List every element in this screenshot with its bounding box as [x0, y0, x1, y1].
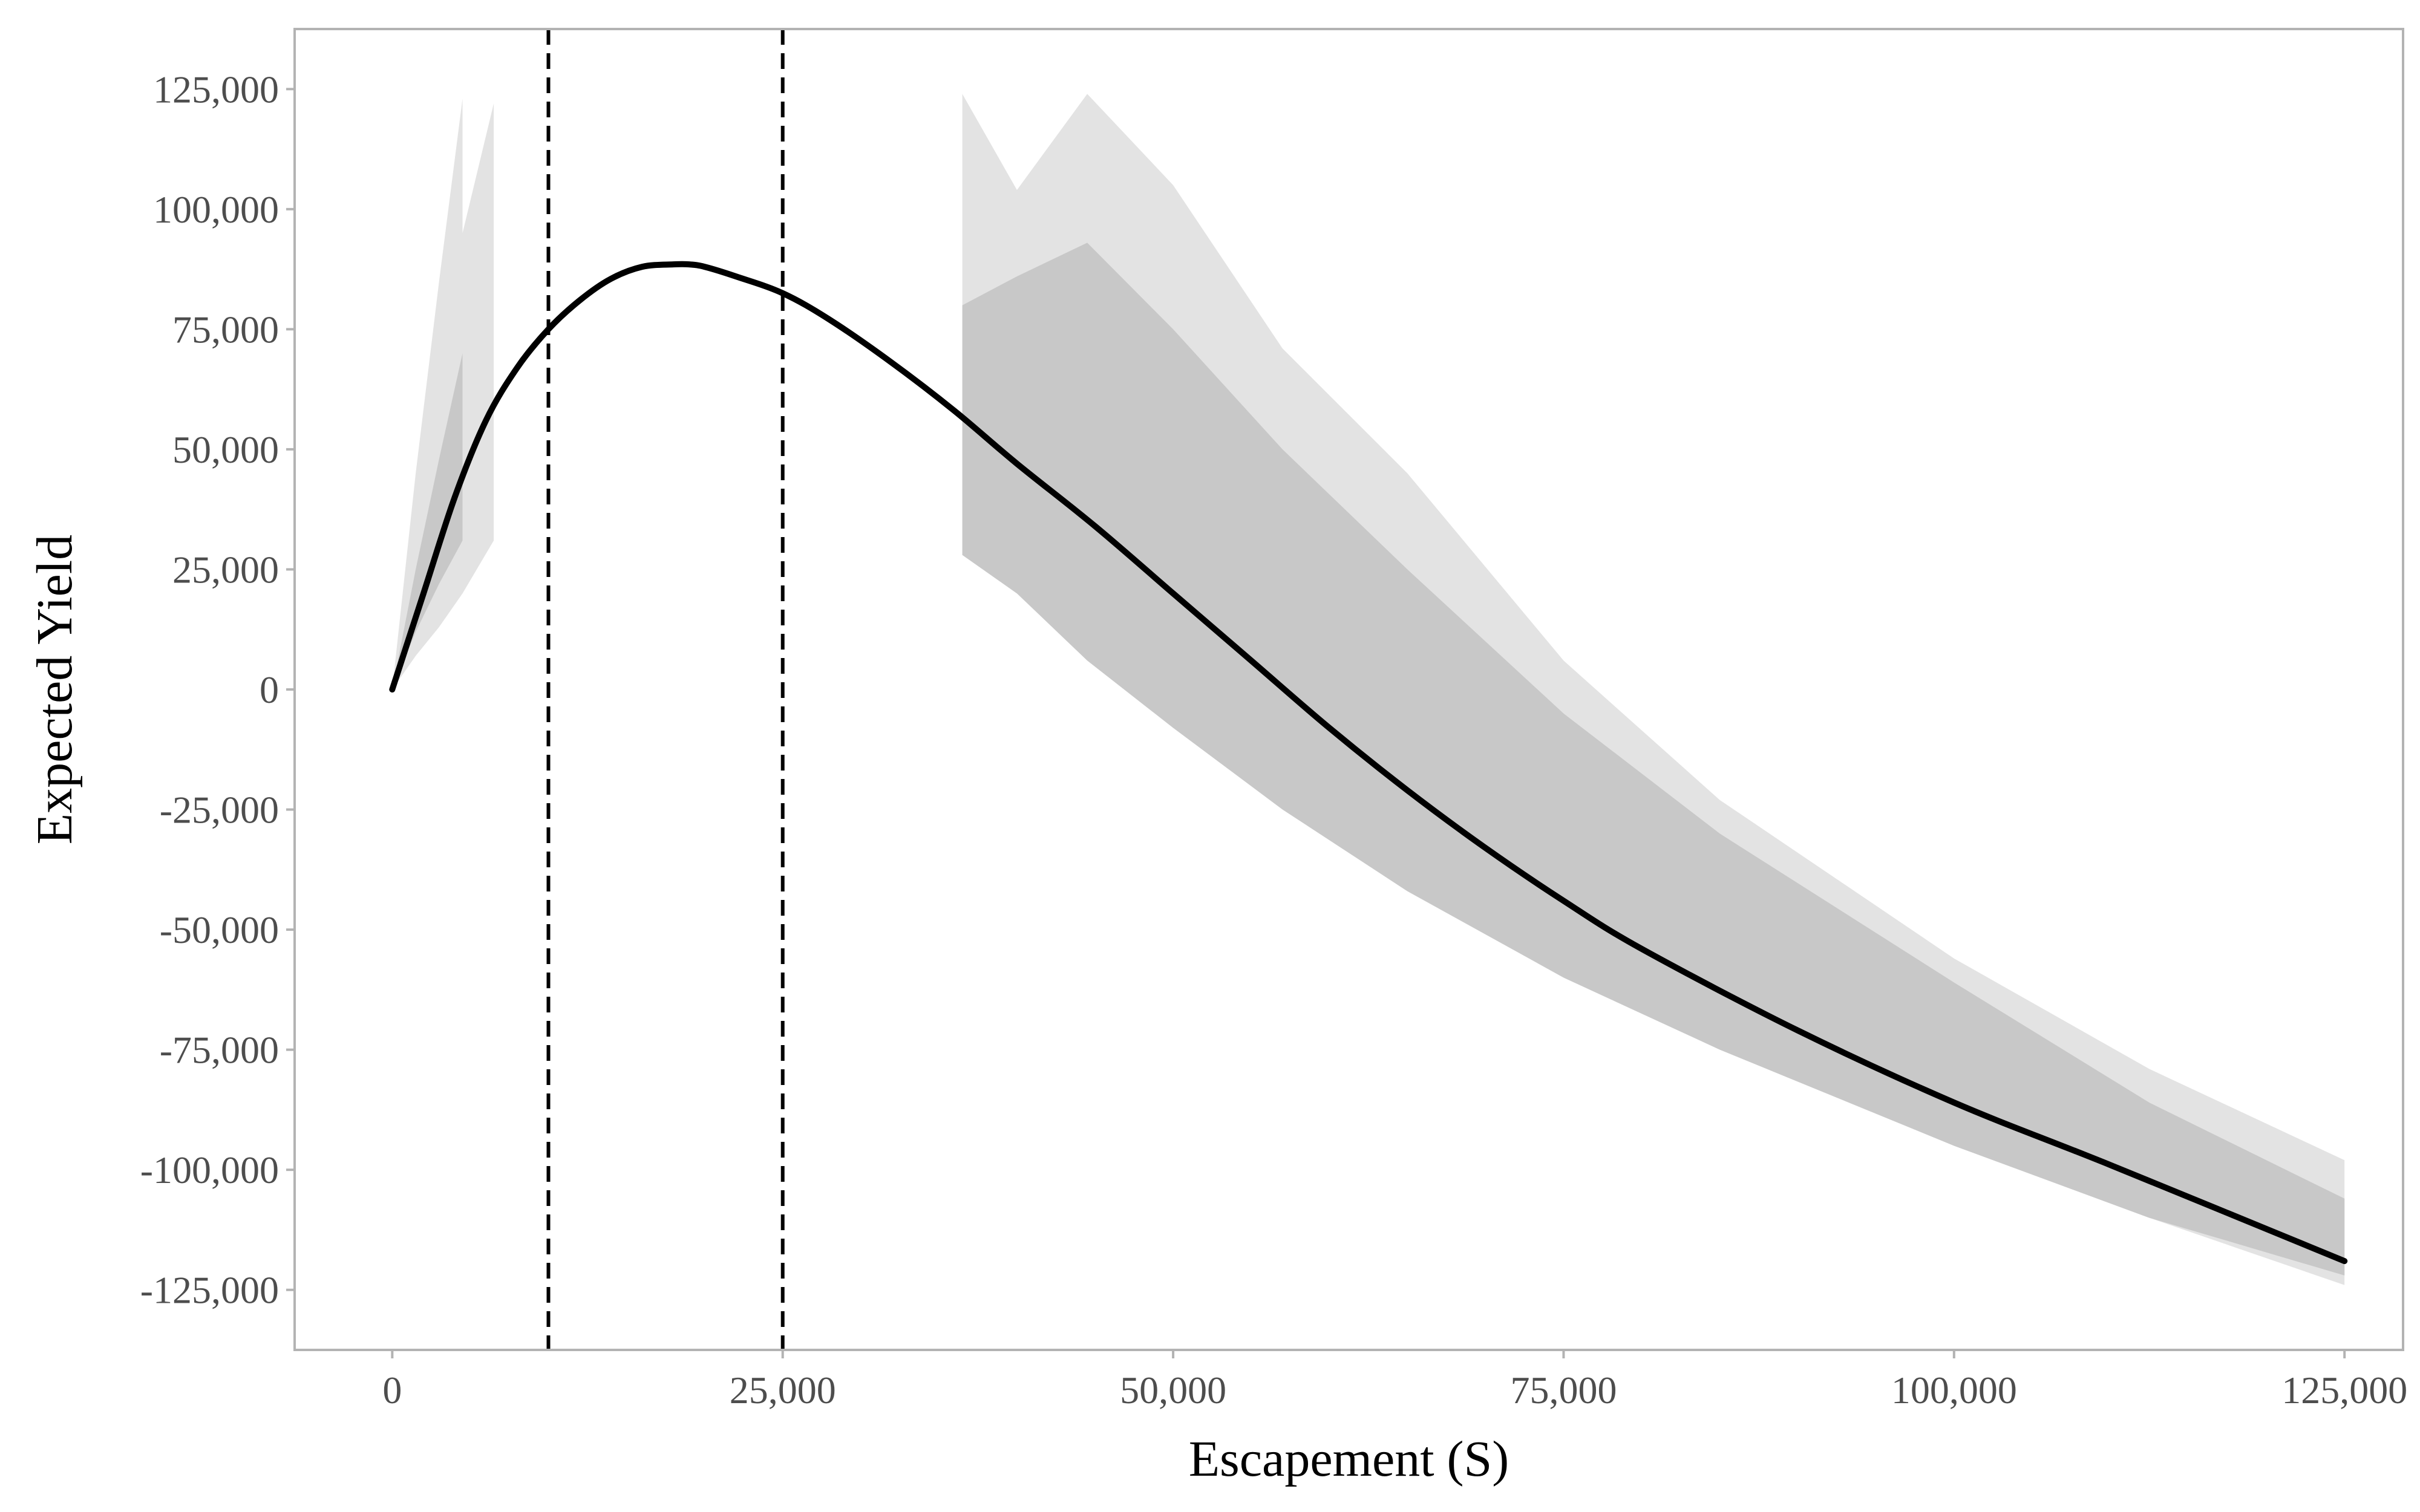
y-tick-label: 125,000: [153, 68, 279, 111]
x-axis-title: Escapement (S): [1189, 1431, 1509, 1487]
y-tick-label: 100,000: [153, 188, 279, 231]
expected-yield-line: [389, 261, 2348, 1265]
x-tick-label: 75,000: [1510, 1369, 1617, 1412]
y-tick-label: 75,000: [172, 308, 279, 351]
confidence-band-outer-2: [962, 94, 2345, 1285]
y-tick-label: 0: [260, 668, 279, 711]
y-axis-title: Expected Yield: [27, 535, 83, 844]
y-tick-label: 50,000: [172, 428, 279, 471]
confidence-band-inner-3: [392, 353, 463, 689]
x-axis-ticks: 0 25,000 50,000 75,000 100,000 125,000: [382, 1350, 2407, 1412]
y-tick-label: 25,000: [172, 548, 279, 591]
y-tick-label: -25,000: [160, 789, 279, 832]
x-tick-label: 125,000: [2281, 1369, 2407, 1412]
confidence-band-inner-4: [962, 243, 2345, 1276]
x-tick-label: 0: [382, 1369, 402, 1412]
y-tick-label: -100,000: [140, 1149, 279, 1191]
confidence-bands: [392, 94, 2345, 1285]
y-axis-ticks: 125,000 100,000 75,000 50,000 25,000 0 -25,000…: [140, 68, 295, 1312]
y-tick-label: -50,000: [160, 908, 279, 951]
x-tick-label: 50,000: [1120, 1369, 1226, 1412]
y-tick-label: -125,000: [140, 1269, 279, 1312]
reference-lines: [546, 29, 785, 1350]
x-tick-label: 25,000: [730, 1369, 836, 1412]
confidence-band-outer-1: [462, 103, 494, 594]
yield-curve-layer: [389, 261, 2348, 1265]
y-tick-label: -75,000: [160, 1029, 279, 1072]
x-tick-label: 100,000: [1891, 1369, 2017, 1412]
